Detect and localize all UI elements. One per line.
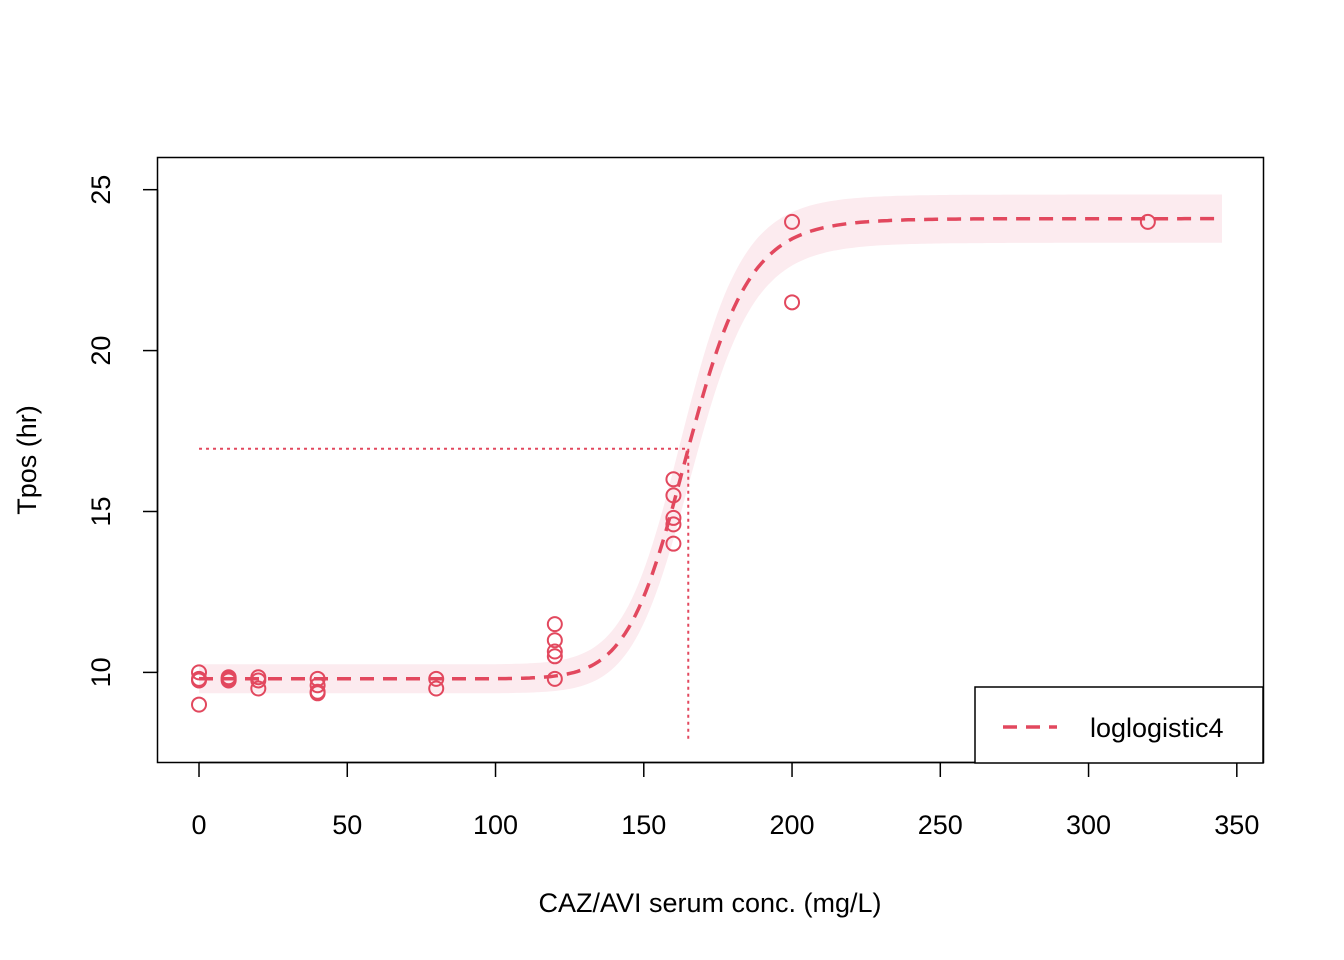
data-point (784, 294, 801, 311)
legend: loglogistic4 (974, 686, 1264, 764)
y-axis-title: Tpos (hr) (12, 405, 42, 515)
data-point (784, 213, 801, 230)
y-tick-label: 20 (86, 336, 116, 366)
legend-label: loglogistic4 (1090, 713, 1224, 743)
x-tick-label: 50 (332, 810, 362, 840)
data-point (546, 616, 563, 633)
reference-lines-layer (199, 447, 690, 740)
x-axis-title: CAZ/AVI serum conc. (mg/L) (538, 888, 881, 918)
data-point (546, 670, 563, 687)
data-point (546, 648, 563, 665)
data-point (1139, 213, 1156, 230)
data-point (309, 677, 326, 694)
y-tick-label: 25 (86, 175, 116, 205)
data-point (546, 643, 563, 660)
x-tick-label: 100 (473, 810, 518, 840)
data-point (428, 670, 445, 687)
data-point (665, 535, 682, 552)
data-point (309, 685, 326, 702)
data-point (220, 672, 237, 689)
y-axis: 10 15 20 25 (86, 175, 159, 687)
x-tick-label: 150 (621, 810, 666, 840)
x-tick-label: 250 (918, 810, 963, 840)
x-tick-label: 200 (770, 810, 815, 840)
fitted-curve (199, 216, 1222, 681)
legend-box (974, 686, 1264, 764)
data-point (191, 696, 208, 713)
data-point (665, 487, 682, 504)
x-tick-label: 0 (191, 810, 206, 840)
data-point (191, 664, 208, 681)
data-point (191, 672, 208, 689)
y-tick-label: 10 (86, 657, 116, 687)
x-tick-label: 300 (1066, 810, 1111, 840)
data-point (546, 632, 563, 649)
data-point (665, 471, 682, 488)
data-point (428, 680, 445, 697)
data-point (665, 516, 682, 533)
x-tick-label: 350 (1214, 810, 1259, 840)
y-tick-label: 15 (86, 496, 116, 526)
data-point (250, 672, 267, 689)
data-point (665, 509, 682, 526)
fitted-curve-layer (199, 216, 1222, 681)
data-point (250, 680, 267, 697)
data-points-layer (191, 213, 1156, 713)
